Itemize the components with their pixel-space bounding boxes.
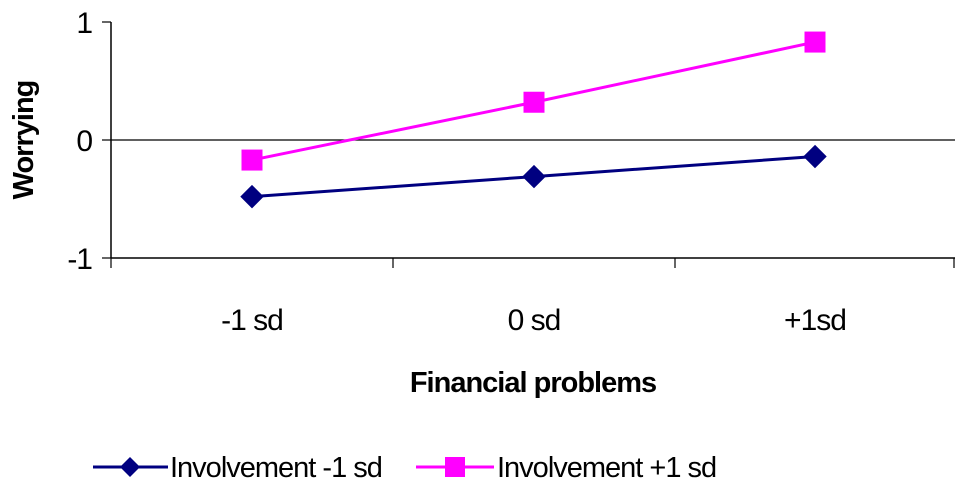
y-tick-label: 1 [76,7,92,40]
data-point-diamond [240,184,264,209]
legend-item-1: Involvement -1 sd [93,452,383,484]
series-2 [241,31,826,171]
data-point-square [804,31,826,53]
legend-item-2: Involvement +1 sd [416,452,717,484]
legend-label: Involvement -1 sd [170,452,382,484]
data-point-square [241,149,263,171]
x-tick-label: +1sd [784,304,846,337]
legend: Involvement -1 sd Involvement +1 sd [93,452,717,484]
plot-area [102,21,955,268]
x-tick-labels: -1 sd 0 sd +1sd [221,304,847,337]
data-point-diamond [522,164,546,189]
y-tick-label: -1 [67,243,92,276]
data-point-square [523,91,545,113]
x-tick-label: -1 sd [221,304,283,337]
x-tick-label: 0 sd [508,304,561,337]
series-layer [240,31,827,209]
data-point-diamond [803,144,827,169]
x-axis-title: Financial problems [410,367,656,399]
legend-diamond-marker [120,457,140,477]
y-axis-title: Worrying [8,81,40,200]
series-1 [240,144,827,209]
y-tick-labels: 1 0 -1 [67,7,93,276]
legend-square-marker [445,457,465,477]
y-tick-label: 0 [76,125,92,158]
legend-label: Involvement +1 sd [497,452,716,484]
